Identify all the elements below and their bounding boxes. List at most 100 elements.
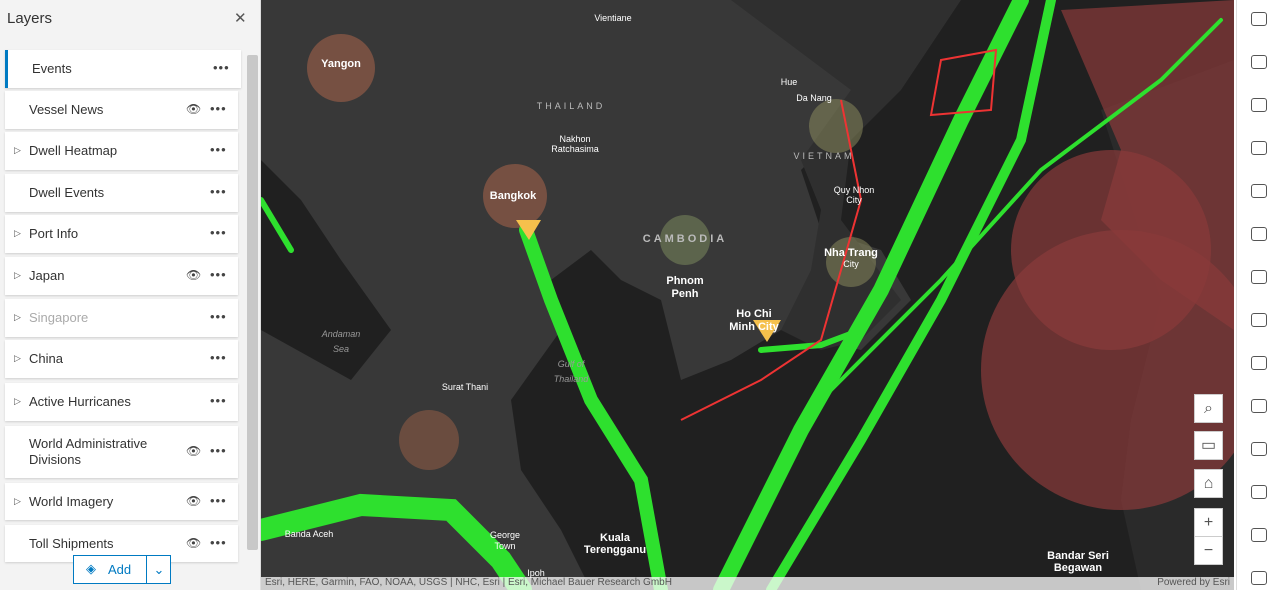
more-options[interactable]: ••• bbox=[210, 443, 227, 458]
map-label: George bbox=[490, 530, 520, 540]
map-label: Penh bbox=[672, 288, 699, 300]
layer-item[interactable]: World Imagery ▷ 👁 ••• bbox=[5, 483, 238, 520]
map-label: Phnom bbox=[666, 275, 703, 287]
map-label: Bandar Seri bbox=[1047, 550, 1109, 562]
expand-icon[interactable]: ▷ bbox=[14, 228, 21, 238]
map-label: Nha Trang bbox=[824, 247, 878, 259]
expand-icon[interactable]: ▷ bbox=[14, 353, 21, 363]
layer-name: Dwell Heatmap bbox=[29, 143, 118, 158]
tool-button[interactable] bbox=[1251, 55, 1267, 69]
close-button[interactable]: ✕ bbox=[234, 10, 247, 27]
tool-button[interactable] bbox=[1251, 485, 1267, 499]
visibility-icon[interactable]: 👁 bbox=[186, 444, 202, 458]
layer-item[interactable]: Dwell Events ••• bbox=[5, 174, 238, 212]
toolbar bbox=[1236, 0, 1280, 590]
visibility-icon[interactable]: 👁 bbox=[186, 535, 202, 550]
map-label: Minh City bbox=[729, 321, 779, 333]
map-label: City bbox=[843, 259, 859, 269]
tool-button[interactable] bbox=[1251, 227, 1267, 241]
layer-name: Active Hurricanes bbox=[29, 394, 131, 409]
map-label: Sea bbox=[333, 344, 349, 354]
map-label: City bbox=[846, 195, 862, 205]
map-label: Thailand bbox=[554, 374, 590, 384]
more-options[interactable]: ••• bbox=[210, 534, 227, 550]
map-label: Begawan bbox=[1054, 562, 1103, 574]
map-label: Nakhon bbox=[559, 134, 590, 144]
powered-by: Powered by Esri bbox=[1157, 577, 1230, 588]
layer-item[interactable]: Active Hurricanes ▷ ••• bbox=[5, 383, 238, 421]
layer-name: Dwell Events bbox=[29, 185, 105, 200]
more-options[interactable]: ••• bbox=[210, 101, 227, 116]
expand-icon[interactable]: ▷ bbox=[14, 495, 21, 506]
layer-name: Japan bbox=[29, 268, 65, 283]
layer-item[interactable]: World Administrative Divisions 👁 ••• bbox=[5, 426, 238, 478]
map-label: Kuala bbox=[600, 532, 631, 544]
zoom-out-button[interactable]: − bbox=[1194, 536, 1223, 565]
visibility-icon[interactable]: 👁 bbox=[186, 493, 202, 508]
expand-icon[interactable]: ▷ bbox=[14, 312, 21, 322]
more-options[interactable]: ••• bbox=[210, 350, 227, 365]
tool-button[interactable] bbox=[1251, 442, 1267, 456]
map-label: Vientiane bbox=[594, 13, 631, 23]
expand-icon[interactable]: ▷ bbox=[14, 270, 21, 280]
map-label: CAMBODIA bbox=[643, 233, 728, 245]
layer-name: Singapore bbox=[29, 310, 89, 325]
more-options[interactable]: ••• bbox=[210, 267, 227, 282]
expand-icon[interactable]: ▷ bbox=[14, 396, 21, 406]
layer-item[interactable]: Japan ▷ 👁 ••• bbox=[5, 257, 238, 295]
tool-button[interactable] bbox=[1251, 12, 1267, 26]
more-options[interactable]: ••• bbox=[210, 142, 227, 157]
layer-item[interactable]: Dwell Heatmap ▷ ••• bbox=[5, 132, 238, 170]
tool-button[interactable] bbox=[1251, 313, 1267, 327]
add-label: Add bbox=[108, 562, 132, 577]
more-options[interactable]: ••• bbox=[210, 225, 227, 240]
visibility-icon[interactable]: 👁 bbox=[186, 268, 202, 282]
map-label: Andaman bbox=[321, 329, 361, 339]
tool-button[interactable] bbox=[1251, 141, 1267, 155]
attribution-bar: Esri, HERE, Garmin, FAO, NOAA, USGS | NH… bbox=[261, 577, 1234, 590]
tool-button[interactable] bbox=[1251, 571, 1267, 585]
map-label: Surat Thani bbox=[442, 382, 488, 392]
more-options[interactable]: ••• bbox=[213, 60, 230, 75]
more-options[interactable]: ••• bbox=[210, 309, 227, 324]
tool-button[interactable] bbox=[1251, 528, 1267, 542]
scrollbar[interactable] bbox=[247, 55, 258, 550]
tool-button[interactable] bbox=[1251, 270, 1267, 284]
map-label: THAILAND bbox=[537, 101, 606, 111]
more-options[interactable]: ••• bbox=[210, 393, 227, 408]
layer-item[interactable]: Singapore ▷ ••• bbox=[5, 299, 238, 337]
layer-name: Events bbox=[32, 61, 72, 76]
tool-button[interactable] bbox=[1251, 184, 1267, 198]
layer-item[interactable]: China ▷ ••• bbox=[5, 340, 238, 378]
tool-button[interactable] bbox=[1251, 356, 1267, 370]
tool-button[interactable] bbox=[1251, 399, 1267, 413]
more-options[interactable]: ••• bbox=[210, 184, 227, 199]
home-button[interactable]: ⌂ bbox=[1194, 469, 1223, 498]
more-options[interactable]: ••• bbox=[210, 492, 227, 508]
search-button[interactable]: ⌕ bbox=[1194, 394, 1223, 423]
layer-name: Vessel News bbox=[29, 102, 104, 117]
attribution: Esri, HERE, Garmin, FAO, NOAA, USGS | NH… bbox=[265, 577, 672, 588]
visibility-icon[interactable]: 👁 bbox=[186, 102, 202, 116]
map-label: Terengganu bbox=[584, 544, 646, 556]
layer-name: World Administrative Divisions bbox=[29, 436, 148, 467]
map-label: Bangkok bbox=[490, 190, 537, 202]
screen-button[interactable]: ▭ bbox=[1194, 431, 1223, 460]
tool-button[interactable] bbox=[1251, 98, 1267, 112]
map-label: VIETNAM bbox=[793, 151, 854, 161]
map-label: Ho Chi bbox=[736, 308, 771, 320]
map-label: Banda Aceh bbox=[285, 529, 334, 539]
layer-name: World Imagery bbox=[29, 493, 114, 509]
map-label: Ratchasima bbox=[551, 144, 599, 154]
map-label: Town bbox=[494, 541, 515, 551]
layer-item[interactable]: Events ••• bbox=[5, 50, 241, 88]
zoom-in-button[interactable]: + bbox=[1194, 508, 1223, 537]
add-button[interactable]: ◈ Add ⌄ bbox=[73, 555, 171, 584]
map-label: Hue bbox=[781, 77, 798, 87]
layer-item[interactable]: Port Info ▷ ••• bbox=[5, 215, 238, 253]
expand-icon[interactable]: ▷ bbox=[14, 145, 21, 155]
layer-item[interactable]: Vessel News 👁 ••• bbox=[5, 91, 238, 129]
map-label: Da Nang bbox=[796, 93, 832, 103]
